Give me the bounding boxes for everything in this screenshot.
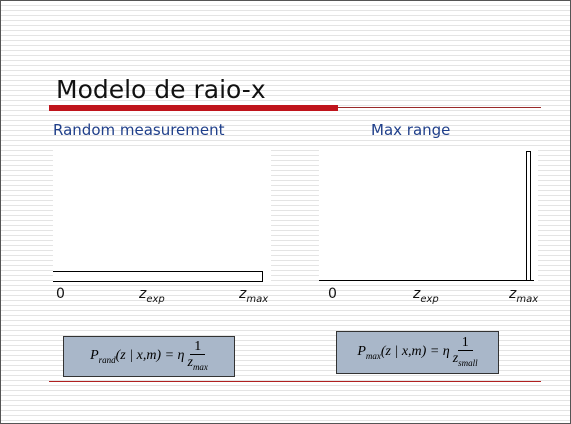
plot-area: [53, 146, 271, 284]
slide-title: Modelo de raio-x: [56, 75, 266, 104]
text: max: [365, 350, 381, 361]
axis-label: zmax: [239, 286, 268, 305]
axis-label: 0: [328, 286, 337, 302]
text: (z | x,m) = η: [380, 344, 450, 360]
text: small: [458, 357, 478, 368]
text: P: [90, 348, 99, 364]
text: exp: [146, 293, 165, 305]
text: z: [239, 286, 247, 302]
text: exp: [420, 293, 439, 305]
text: max: [192, 361, 208, 372]
text: rand: [98, 354, 116, 365]
uniform-density: [53, 271, 263, 282]
text: 0: [328, 286, 337, 302]
text: max: [516, 293, 539, 305]
title-rule: [338, 107, 541, 108]
bottom-rule: [49, 381, 541, 382]
title-bar: [49, 105, 338, 111]
panel-heading: Max range: [371, 121, 451, 139]
text: z: [509, 286, 517, 302]
plot-area: [319, 146, 538, 284]
axis-label: zmax: [509, 286, 538, 305]
axis-label: 0: [56, 286, 65, 302]
formula: Prand(z | x,m) = η 1 zmax: [63, 336, 235, 377]
max-spike: [526, 151, 531, 281]
formula: Pmax(z | x,m) = η 1 zsmall: [336, 331, 499, 374]
text: z: [187, 354, 193, 370]
text: P: [357, 344, 366, 360]
text: z: [452, 350, 459, 366]
axis-label: zexp: [413, 286, 439, 305]
axis-label: zexp: [139, 286, 165, 305]
text: max: [246, 293, 269, 305]
panel-heading: Random measurement: [53, 121, 225, 139]
text: z: [413, 286, 421, 302]
text: 0: [56, 286, 65, 302]
x-axis: [319, 280, 534, 281]
text: z: [139, 286, 147, 302]
text: (z | x,m) = η: [115, 348, 185, 364]
text: 1: [457, 335, 473, 351]
text: 1: [190, 339, 206, 355]
